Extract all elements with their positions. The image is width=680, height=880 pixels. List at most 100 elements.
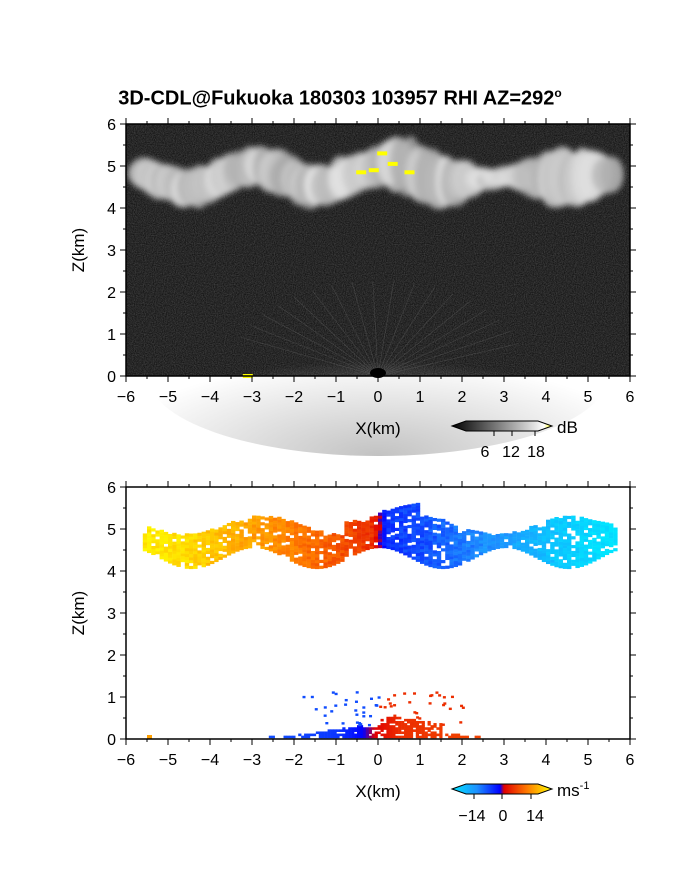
velocity-cell: [368, 735, 372, 739]
velocity-cell: [529, 531, 534, 535]
velocity-cell: [231, 538, 236, 542]
velocity-cell: [344, 527, 349, 531]
velocity-cell: [407, 536, 412, 540]
velocity-cell: [268, 545, 274, 549]
velocity-cell: [390, 529, 395, 533]
velocity-cell: [318, 731, 322, 735]
velocity-cell: [567, 521, 572, 525]
velocity-cell: [562, 553, 568, 558]
velocity-cell: [415, 541, 421, 545]
velocity-cell: [352, 552, 358, 556]
velocity-cell: [306, 541, 311, 545]
velocity-cell: [596, 529, 601, 533]
velocity-cell: [445, 536, 450, 540]
velocity-cell: [386, 510, 391, 514]
velocity-cell: [596, 556, 601, 560]
velocity-cell: [352, 528, 358, 532]
velocity-cell: [483, 541, 488, 545]
velocity-cell: [487, 548, 492, 552]
velocity-cell: [333, 733, 337, 737]
velocity-cell: [407, 545, 412, 549]
velocity-cell: [436, 565, 442, 569]
velocity-cell: [554, 558, 559, 562]
velocity-cell: [142, 545, 148, 549]
velocity-cell: [398, 723, 402, 726]
velocity-cell: [403, 543, 408, 547]
velocity-cell: [537, 542, 542, 546]
x-tick-label: −6: [117, 752, 135, 769]
velocity-cell: [197, 538, 202, 542]
velocity-cell: [142, 539, 148, 543]
velocity-cell: [268, 548, 274, 552]
velocity-cell: [327, 555, 332, 559]
velocity-cell: [583, 538, 589, 542]
velocity-cell: [382, 524, 387, 528]
velocity-cell: [525, 547, 530, 551]
velocity-cell: [264, 546, 269, 551]
velocity-cell: [445, 530, 450, 534]
y-axis-title: Z(km): [69, 228, 88, 272]
velocity-cell: [427, 727, 431, 730]
velocity-cell: [529, 537, 534, 541]
velocity-cell: [428, 534, 433, 538]
velocity-cell: [546, 522, 551, 526]
velocity-cell: [281, 530, 286, 534]
velocity-cell: [340, 535, 345, 539]
beam-streak: [277, 305, 379, 377]
velocity-cell: [403, 528, 408, 532]
velocity-cell: [342, 729, 346, 732]
velocity-cell: [596, 550, 601, 554]
velocity-cell: [445, 565, 450, 569]
velocity-cell: [386, 716, 390, 720]
velocity-cell: [306, 529, 311, 533]
velocity-cell: [415, 731, 419, 735]
velocity-cell: [406, 731, 411, 735]
velocity-cell: [567, 565, 572, 570]
velocity-cell: [252, 524, 257, 528]
velocity-cell: [357, 541, 362, 545]
velocity-cell: [571, 545, 576, 549]
velocity-cell: [546, 534, 551, 538]
velocity-cell: [352, 546, 358, 550]
velocity-cell: [201, 540, 206, 544]
velocity-cell: [327, 534, 332, 538]
velocity-cell: [180, 544, 185, 548]
velocity-cell: [368, 727, 372, 730]
velocity-cell: [575, 564, 580, 569]
velocity-cell: [407, 539, 412, 543]
velocity-cell: [193, 565, 198, 569]
velocity-cell: [310, 565, 316, 569]
velocity-cell: [401, 735, 405, 739]
velocity-cell: [344, 547, 349, 551]
velocity-cell: [394, 507, 400, 511]
velocity-cell: [387, 698, 391, 701]
velocity-cell: [281, 548, 286, 552]
velocity-cell: [159, 553, 164, 557]
velocity-cell: [386, 731, 390, 735]
velocity-cell: [596, 544, 601, 548]
velocity-cell: [418, 717, 422, 720]
velocity-cell: [319, 545, 324, 549]
velocity-boundary-layer: [147, 691, 481, 739]
velocity-cell: [533, 525, 538, 529]
velocity-cell: [369, 714, 373, 718]
velocity-cell: [441, 536, 446, 540]
velocity-cell: [340, 549, 345, 554]
velocity-cell: [310, 530, 316, 534]
velocity-cell: [474, 536, 479, 540]
velocity-cell: [197, 532, 202, 536]
velocity-cell: [567, 524, 572, 528]
velocity-cell: [407, 510, 412, 514]
velocity-cell: [592, 552, 597, 556]
velocity-cell: [550, 562, 555, 566]
velocity-cell: [575, 561, 580, 566]
y-tick-label: 1: [107, 690, 116, 707]
velocity-cell: [277, 516, 282, 520]
velocity-cell: [533, 528, 538, 532]
velocity-cell: [218, 547, 223, 552]
velocity-cell: [168, 548, 173, 552]
velocity-cell: [415, 532, 421, 536]
velocity-cell: [330, 710, 334, 713]
velocity-cell: [525, 541, 530, 545]
velocity-cell: [558, 523, 563, 528]
